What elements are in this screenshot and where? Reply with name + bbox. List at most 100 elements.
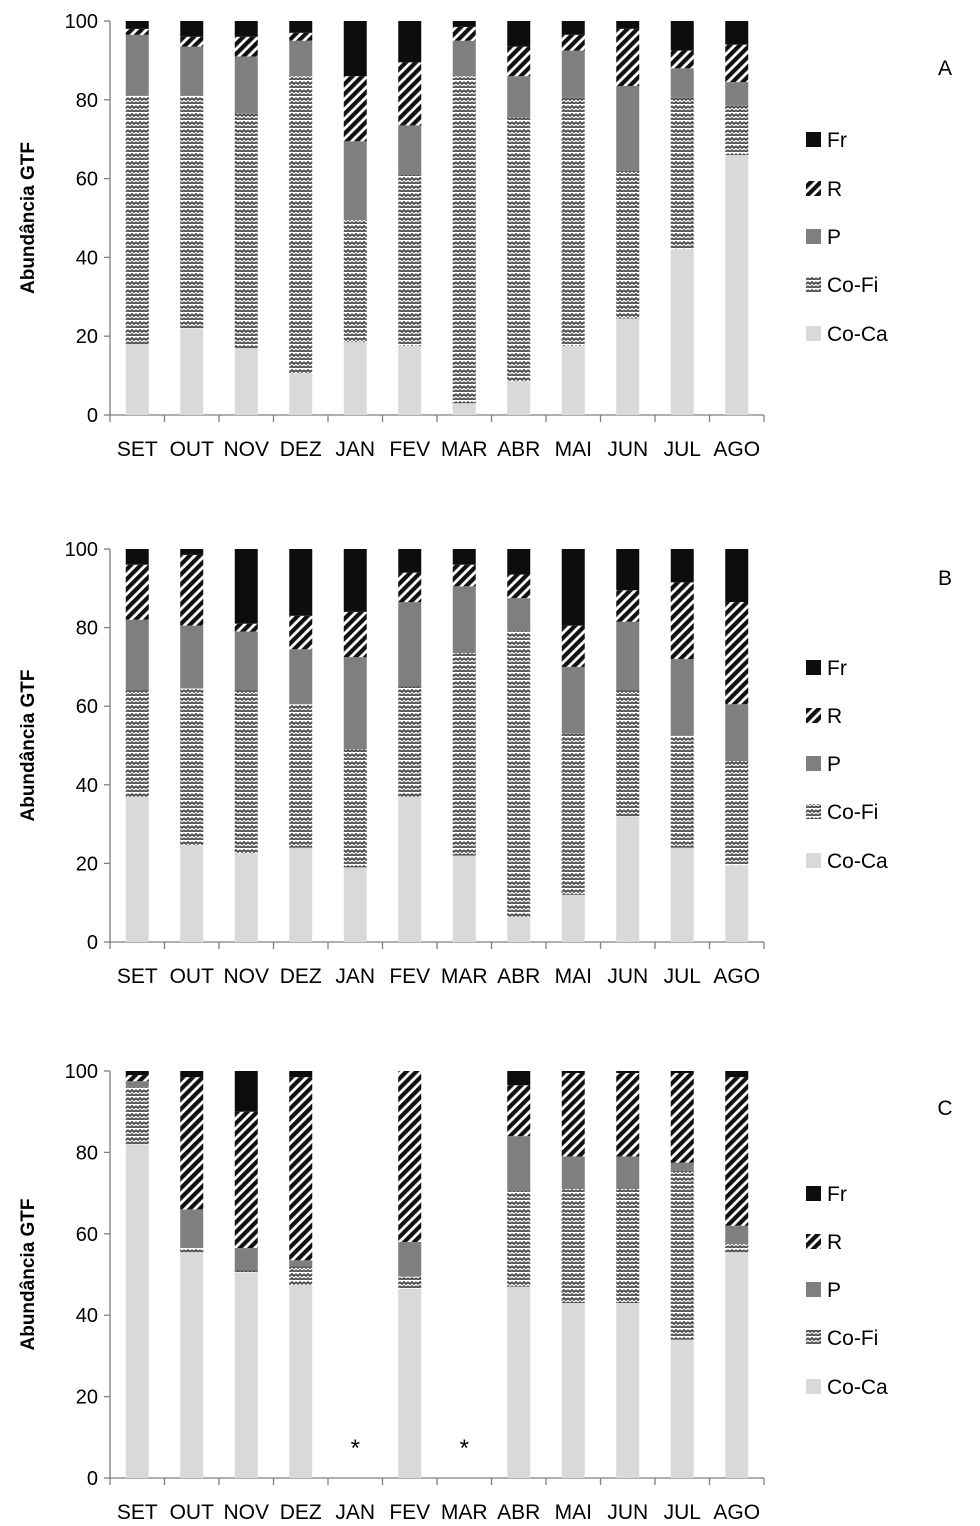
bar-segment-co-fi-ago: [725, 105, 749, 155]
x-tick-label: DEZ: [280, 438, 322, 461]
y-tick-label: 0: [87, 1468, 98, 1490]
y-axis-title: Abundância GTF: [18, 1199, 39, 1351]
panel-label: B: [938, 567, 952, 590]
bar-segment-r-jun: [616, 1073, 640, 1157]
bar-segment-co-fi-fev: [398, 174, 422, 347]
y-tick-label: 20: [76, 853, 98, 875]
bar-segment-p-dez: [289, 649, 313, 705]
x-tick-label: NOV: [223, 438, 269, 461]
bar-segment-co-ca-ago: [725, 1252, 749, 1478]
bar-segment-r-dez: [289, 615, 313, 650]
bar-segment-p-jul: [670, 68, 694, 98]
legend-swatch-p: [806, 229, 821, 244]
bar-segment-co-ca-mar: [452, 855, 476, 942]
bar-segment-p-abr: [507, 76, 531, 118]
y-tick-label: 40: [76, 1305, 98, 1327]
legend-label: R: [827, 705, 842, 728]
x-tick-label: ABR: [497, 965, 540, 988]
bar-segment-co-fi-jun: [616, 1189, 640, 1303]
x-tick-label: NOV: [223, 1501, 269, 1524]
bar-segment-co-fi-abr: [507, 117, 531, 382]
bar-segment-r-fev: [398, 62, 422, 126]
x-tick-label: AGO: [713, 1501, 760, 1524]
bar-segment-p-fev: [398, 125, 422, 175]
bar-segment-fr-jan: [343, 21, 367, 77]
x-tick-label: JAN: [335, 438, 375, 461]
bar-segment-p-mai: [561, 666, 585, 734]
bar-segment-co-ca-jun: [616, 1302, 640, 1478]
bar-segment-r-out: [180, 1077, 204, 1210]
legend-label: Fr: [827, 129, 847, 152]
bar-segment-co-fi-dez: [289, 1266, 313, 1285]
bar-segment-p-dez: [289, 40, 313, 77]
bar-segment-fr-abr: [507, 21, 531, 47]
bar-segment-co-ca-out: [180, 845, 204, 942]
bar-segment-co-fi-fev: [398, 1276, 422, 1289]
x-tick-label: AGO: [713, 438, 760, 461]
legend-swatch-fr: [806, 132, 821, 147]
x-tick-label: JUL: [664, 438, 701, 461]
y-tick-label: 100: [65, 1061, 98, 1083]
bar-segment-fr-abr: [507, 549, 531, 575]
legend-label: Co-Ca: [827, 323, 888, 346]
bar-segment-co-ca-fev: [398, 1288, 422, 1478]
x-tick-label: JUL: [664, 1501, 701, 1524]
bar-segment-r-mar: [452, 564, 476, 587]
bar-segment-r-jul: [670, 1073, 694, 1163]
bar-segment-p-nov: [234, 56, 258, 114]
bar-segment-co-ca-dez: [289, 847, 313, 942]
bar-segment-co-fi-nov: [234, 113, 258, 349]
legend: Fr R P Co-Fi Co-Ca: [806, 1183, 888, 1399]
y-tick-label: 40: [76, 247, 98, 269]
bar-segment-co-ca-out: [180, 1252, 204, 1478]
bar-segment-co-fi-set: [125, 95, 149, 345]
bar-segment-fr-abr: [507, 1071, 531, 1086]
legend-swatch-fr: [806, 660, 821, 675]
legend-swatch-r: [806, 708, 821, 723]
bar-segment-r-jan: [343, 611, 367, 658]
bar-segment-p-dez: [289, 1260, 313, 1267]
bar-segment-fr-dez: [289, 21, 313, 33]
x-tick-label: DEZ: [280, 965, 322, 988]
bar-segment-co-fi-mai: [561, 733, 585, 895]
missing-data-asterisk: *: [351, 1435, 360, 1462]
x-tick-label: JUL: [664, 965, 701, 988]
x-tick-label: MAI: [555, 1501, 592, 1524]
bar-segment-fr-out: [180, 21, 204, 37]
bar-segment-co-ca-set: [125, 796, 149, 942]
bar-segment-r-jan: [343, 76, 367, 142]
bar-segment-p-abr: [507, 1136, 531, 1192]
legend-label: Co-Fi: [827, 1327, 878, 1350]
bar-segment-co-ca-fev: [398, 346, 422, 415]
y-tick-label: 80: [76, 1142, 98, 1164]
bar-segment-p-ago: [725, 1225, 749, 1244]
bar-segment-r-dez: [289, 32, 313, 41]
bar-segment-co-fi-ago: [725, 761, 749, 866]
bar-segment-co-ca-dez: [289, 1284, 313, 1478]
bar-segment-co-fi-set: [125, 690, 149, 797]
legend-swatch-co-ca: [806, 326, 821, 341]
legend-label: Co-Fi: [827, 801, 878, 824]
bar-segment-fr-ago: [725, 1071, 749, 1078]
bar-segment-p-jun: [616, 621, 640, 691]
x-tick-label: OUT: [170, 965, 215, 988]
x-tick-label: ABR: [497, 1501, 540, 1524]
bar-segment-co-ca-jun: [616, 816, 640, 942]
panels-root: 0 20 40 60 80 100 Abundância GTF SET OUT NOV DEZ JA…: [18, 11, 953, 1524]
x-tick-label: SET: [117, 1501, 158, 1524]
bar-segment-co-fi-fev: [398, 686, 422, 797]
bar-segment-p-out: [180, 625, 204, 689]
bar-segment-p-nov: [234, 1248, 258, 1271]
bar-segment-p-jun: [616, 86, 640, 171]
legend-label: Co-Ca: [827, 850, 888, 873]
bar-segment-co-ca-fev: [398, 796, 422, 942]
y-tick-label: 80: [76, 90, 98, 112]
y-tick-label: 0: [87, 405, 98, 427]
bar-segment-r-ago: [725, 1077, 749, 1226]
bar-segment-co-fi-jan: [343, 749, 367, 868]
panel-label: A: [938, 57, 952, 80]
y-tick-label: 60: [76, 696, 98, 718]
bar-segment-co-ca-ago: [725, 865, 749, 942]
bar-segment-co-ca-nov: [234, 1272, 258, 1478]
panel-B: 0 20 40 60 80 100 Abundância GTF SET OUT NOV DEZ JA…: [18, 539, 952, 988]
